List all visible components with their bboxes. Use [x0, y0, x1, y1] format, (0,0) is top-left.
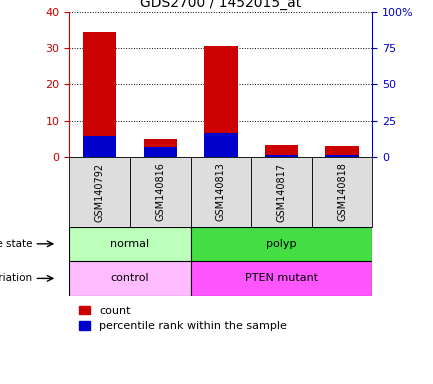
Bar: [251, 157, 312, 227]
Bar: [191, 227, 372, 261]
Bar: [265, 145, 298, 157]
Bar: [130, 157, 191, 227]
Bar: [326, 155, 359, 157]
Bar: [326, 147, 359, 157]
Bar: [144, 147, 177, 157]
Text: GSM140817: GSM140817: [276, 162, 287, 222]
Bar: [69, 157, 130, 227]
Text: GSM140792: GSM140792: [94, 162, 105, 222]
Bar: [144, 139, 177, 157]
Text: disease state: disease state: [0, 239, 33, 249]
Text: GSM140813: GSM140813: [216, 162, 226, 222]
Bar: [69, 227, 191, 261]
Text: genotype/variation: genotype/variation: [0, 273, 33, 283]
Bar: [83, 136, 116, 157]
Bar: [191, 157, 251, 227]
Bar: [204, 133, 238, 157]
Text: GSM140818: GSM140818: [337, 162, 347, 222]
Title: GDS2700 / 1452015_at: GDS2700 / 1452015_at: [140, 0, 301, 10]
Text: normal: normal: [110, 239, 149, 249]
Bar: [265, 154, 298, 157]
Text: GSM140816: GSM140816: [155, 162, 165, 222]
Bar: [83, 31, 116, 157]
Text: PTEN mutant: PTEN mutant: [245, 273, 318, 283]
Bar: [312, 157, 372, 227]
Legend: count, percentile rank within the sample: count, percentile rank within the sample: [75, 301, 291, 336]
Bar: [69, 261, 191, 296]
Text: polyp: polyp: [266, 239, 297, 249]
Bar: [204, 46, 238, 157]
Bar: [191, 261, 372, 296]
Text: control: control: [110, 273, 149, 283]
